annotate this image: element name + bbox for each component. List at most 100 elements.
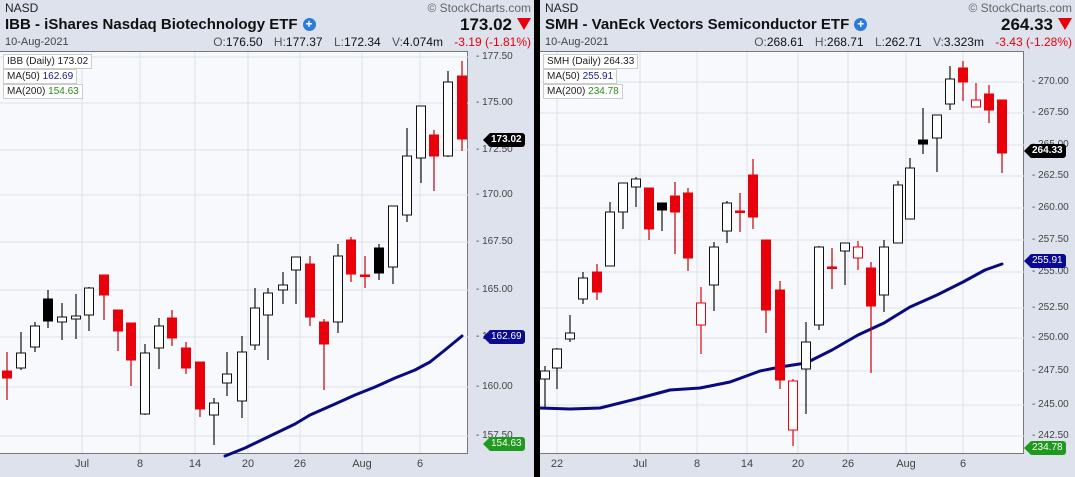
candle xyxy=(893,181,903,244)
ma50-label: MA(50) xyxy=(547,71,580,82)
last-price-tag: 173.02 xyxy=(483,133,525,147)
candle xyxy=(879,240,889,312)
candle xyxy=(605,202,615,267)
candle xyxy=(683,188,693,271)
candle xyxy=(801,322,811,414)
candle xyxy=(237,336,247,418)
ma200-label: MA(200) xyxy=(7,86,46,97)
x-tick-label: 22 xyxy=(550,458,564,470)
volume-value: 3.323m xyxy=(943,35,984,49)
chart-title: IBB - iShares Nasdaq Biotechnology ETF + xyxy=(5,16,316,33)
candle xyxy=(126,322,136,386)
ibb-chart-panel: NASD © StockCharts.com IBB - iShares Nas… xyxy=(0,0,534,477)
candle xyxy=(30,322,40,352)
candle xyxy=(333,244,343,333)
copyright-label: © StockCharts.com xyxy=(968,1,1072,15)
candle xyxy=(918,108,928,154)
candle xyxy=(99,274,109,320)
candlestick-chart xyxy=(540,52,1024,453)
high-value: 268.71 xyxy=(826,35,864,49)
exchange-label: NASD xyxy=(5,1,39,15)
candle xyxy=(997,99,1007,173)
candle xyxy=(565,315,575,342)
candle xyxy=(195,361,205,417)
add-plus-icon[interactable]: + xyxy=(854,18,868,31)
candle xyxy=(631,177,641,207)
candle xyxy=(43,290,53,328)
ma50-value: 255.91 xyxy=(582,71,614,82)
y-tick-label: - 245.00 xyxy=(1032,399,1069,410)
plot-area[interactable] xyxy=(540,51,1024,454)
legend-series: SMH (Daily) 264.33 xyxy=(543,54,639,69)
candle xyxy=(443,71,453,157)
candle xyxy=(360,256,370,288)
down-arrow-icon xyxy=(1058,18,1072,30)
candle xyxy=(181,342,191,374)
legend-series: IBB (Daily) 173.02 xyxy=(3,54,93,69)
down-arrow-icon xyxy=(517,18,531,30)
ma50-tag: 162.69 xyxy=(483,330,525,344)
candle xyxy=(222,352,232,396)
legend-ma50: MA(50) 255.91 xyxy=(543,69,618,84)
y-tick-label: - 255.00 xyxy=(1032,266,1069,277)
candle xyxy=(540,366,550,408)
candle xyxy=(592,264,602,300)
candle xyxy=(840,242,850,285)
candle xyxy=(113,309,123,351)
ma200-tag: 154.63 xyxy=(483,437,525,451)
candle xyxy=(278,272,288,304)
candle xyxy=(670,182,680,254)
last-price: 264.33 xyxy=(1001,15,1072,35)
candle xyxy=(552,348,562,389)
ohlc-summary: O:268.61 H:268.71 L:262.71 V:3.323m -3.4… xyxy=(754,35,1072,49)
y-tick-label: - 177.50 xyxy=(476,51,513,62)
x-tick-label: 6 xyxy=(416,458,424,470)
x-tick-label: 6 xyxy=(959,458,967,470)
x-tick-label: 14 xyxy=(740,458,754,470)
candle xyxy=(209,398,219,445)
candle xyxy=(775,281,785,389)
candle xyxy=(167,310,177,346)
candle xyxy=(618,182,628,229)
candle xyxy=(291,256,301,304)
candle xyxy=(932,114,942,172)
candle xyxy=(788,379,798,446)
low-value: 172.34 xyxy=(343,35,381,49)
high-value: 177.37 xyxy=(285,35,323,49)
smh-chart-panel: NASD © StockCharts.com SMH - VanEck Vect… xyxy=(540,0,1075,477)
ma200-value: 154.63 xyxy=(48,86,79,97)
candle xyxy=(866,262,876,373)
x-tick-label: 26 xyxy=(841,458,855,470)
add-plus-icon[interactable]: + xyxy=(302,18,316,31)
high-label: H: xyxy=(814,35,827,49)
last-price-value: 173.02 xyxy=(460,15,512,34)
y-tick-label: - 260.00 xyxy=(1032,202,1069,213)
title-text: SMH - VanEck Vectors Semiconductor ETF xyxy=(545,16,850,33)
legend-ma200: MA(200) 154.63 xyxy=(3,84,83,99)
price-change: -3.19 (-1.81%) xyxy=(454,35,531,49)
candle xyxy=(578,272,588,304)
y-tick-label: - 257.50 xyxy=(1032,234,1069,245)
title-text: IBB - iShares Nasdaq Biotechnology ETF xyxy=(5,16,298,33)
candle xyxy=(827,248,837,289)
candle xyxy=(16,332,26,370)
candle xyxy=(722,201,732,243)
candle xyxy=(263,288,273,360)
candle xyxy=(709,242,719,311)
chart-date: 10-Aug-2021 xyxy=(5,36,69,48)
x-tick-label: 8 xyxy=(693,458,701,470)
volume-label: V: xyxy=(392,35,403,49)
candle xyxy=(644,187,654,240)
candle xyxy=(250,288,260,350)
legend-ma50: MA(50) 162.69 xyxy=(3,69,78,84)
y-tick-label: - 157.50 xyxy=(476,430,513,441)
candle xyxy=(154,318,164,369)
legend-ma200: MA(200) 234.78 xyxy=(543,84,623,99)
candle xyxy=(140,344,150,415)
candle xyxy=(429,130,439,191)
chart-date: 10-Aug-2021 xyxy=(545,36,609,48)
candle xyxy=(457,61,467,151)
x-tick-label: Jul xyxy=(74,458,90,470)
candle xyxy=(2,352,12,400)
y-tick-label: - 252.50 xyxy=(1032,302,1069,313)
